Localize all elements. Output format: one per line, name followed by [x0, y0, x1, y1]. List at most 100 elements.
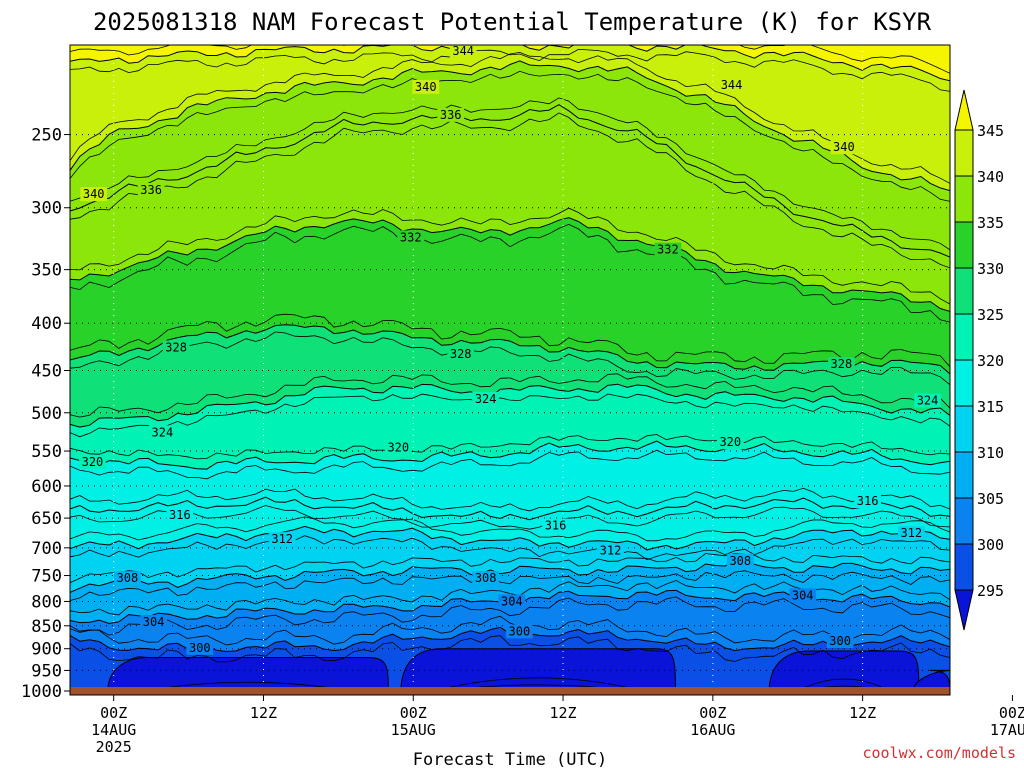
contour-minor [425, 677, 651, 694]
contour-minor [70, 331, 950, 386]
contour-label-group: 312 [897, 526, 925, 541]
x-tick-label: 2025 [96, 738, 132, 756]
contour-label-bg [148, 425, 176, 440]
contour-minor [70, 635, 950, 663]
colorbar-label: 310 [977, 444, 1004, 462]
contour-label-bg [437, 107, 465, 122]
x-tick-label: 00Z [400, 704, 427, 722]
contour-320 [70, 440, 950, 470]
contour-label: 304 [792, 588, 814, 602]
contour-label-group: 324 [914, 393, 941, 408]
contour-label: 328 [450, 347, 472, 361]
contour-label: 328 [831, 357, 853, 371]
contour-label-group: 320 [79, 454, 106, 469]
contour-label: 320 [82, 455, 104, 469]
contour-label-group: 332 [397, 230, 425, 245]
colorbar-label: 315 [977, 398, 1004, 416]
contour-label-group: 328 [162, 340, 190, 355]
cold-pool [106, 657, 389, 694]
contour-minor [70, 505, 950, 530]
contour-label: 304 [501, 594, 523, 608]
contour-label-group: 316 [854, 494, 882, 509]
contour-label-group: 344 [718, 78, 745, 93]
contour-label-group: 320 [384, 440, 412, 455]
colorbar: 295 300 305 310 315 320 325 330 335 340 345 [954, 89, 1004, 631]
y-tick-label: 700 [31, 539, 62, 559]
colorbar-segment [954, 543, 974, 591]
contour-label-group: 300 [826, 634, 854, 649]
contour-label: 320 [719, 435, 741, 449]
contour-label-group: 336 [437, 107, 465, 122]
contour-316 [70, 496, 950, 521]
colorbar-label: 295 [977, 582, 1004, 600]
y-tick-label: 850 [31, 617, 62, 637]
contour-label: 308 [117, 571, 139, 585]
colorbar-segment [954, 221, 974, 269]
contour-label-bg [449, 45, 477, 58]
contour-label-group: 304 [789, 588, 817, 603]
ground-fill [70, 687, 950, 695]
contour-label-bg [828, 357, 855, 372]
colorbar-label: 330 [977, 260, 1004, 278]
x-tick-label: 12Z [550, 704, 577, 722]
contour-label: 324 [475, 392, 497, 406]
contour-label: 312 [600, 544, 622, 558]
contour-label-group: 316 [166, 507, 194, 522]
contour-label-group: 340 [412, 79, 440, 94]
contour-minor [70, 45, 950, 74]
contour-label-bg [498, 594, 526, 609]
colorbar-bottom-arrow [954, 589, 974, 631]
contour-label-bg [79, 454, 106, 469]
y-tick-label: 350 [31, 261, 62, 281]
y-tick-label: 600 [31, 477, 62, 497]
contour-label-group: 344 [449, 45, 477, 58]
contour-label-bg [789, 588, 817, 603]
contour-minor [70, 223, 950, 323]
colorbar-label: 325 [977, 306, 1004, 324]
y-tick-label: 1000 [21, 682, 62, 702]
cold-pool [768, 650, 920, 694]
contour-label: 300 [189, 641, 211, 655]
contour-minor [70, 313, 950, 368]
y-tick-label: 450 [31, 361, 62, 381]
contour-minor [70, 373, 950, 418]
contour-label-group: 324 [148, 425, 176, 440]
contour-label: 308 [729, 554, 751, 568]
contour-label-bg [114, 571, 141, 586]
contour-label: 328 [165, 341, 187, 355]
colorbar-segment [954, 267, 974, 315]
y-tick-label: 550 [31, 442, 62, 462]
contour-336 [70, 104, 950, 258]
contour-label: 300 [829, 634, 851, 648]
colorbar-label: 300 [977, 536, 1004, 554]
contour-label: 332 [400, 230, 422, 244]
contour-label: 336 [140, 183, 162, 197]
x-tick-label: 17AUG [990, 721, 1024, 739]
contour-label: 336 [440, 108, 462, 122]
contour-label-bg [854, 494, 882, 509]
contour-minor [70, 516, 950, 542]
contour-label-bg [268, 532, 296, 547]
contour-label-group: 340 [80, 187, 108, 202]
contour-label-bg [597, 543, 624, 558]
contour-label: 304 [143, 615, 165, 629]
colorbar-segment [954, 359, 974, 407]
contour-332 [70, 217, 950, 312]
contour-minor [70, 487, 950, 512]
x-tick-label: 16AUG [690, 721, 735, 739]
x-tick-label: 14AUG [91, 721, 136, 739]
contour-label: 340 [83, 187, 105, 201]
contour-label-bg [186, 640, 214, 655]
contour-label: 340 [415, 80, 437, 94]
colorbar-segment [954, 405, 974, 453]
contour-minor [70, 70, 950, 202]
contour-label: 320 [387, 440, 409, 454]
x-tick-label: 15AUG [391, 721, 436, 739]
contour-label-group: 308 [114, 571, 141, 586]
contour-328 [70, 324, 950, 375]
contour-minor [70, 615, 950, 646]
contour-minor [70, 553, 950, 584]
contour-label-group: 328 [828, 357, 855, 372]
